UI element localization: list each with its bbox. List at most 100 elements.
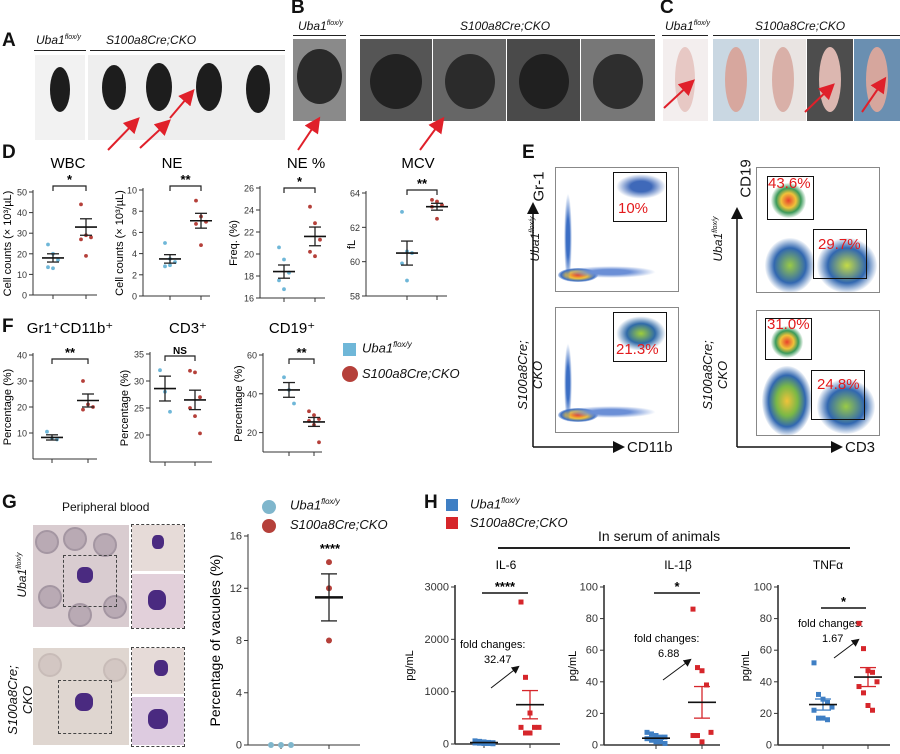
y-tick-label: 40: [17, 351, 27, 361]
y-tick-label: 40: [17, 208, 27, 218]
y-tick-label: 22: [244, 228, 254, 238]
data-point: [865, 703, 871, 708]
significance-bracket: [51, 358, 89, 364]
panel-label-e: E: [522, 142, 535, 163]
e-gr1-gate-cko: [613, 312, 667, 362]
data-point: [870, 707, 875, 713]
fold-change-label: fold changes:: [634, 633, 699, 645]
data-point: [193, 414, 197, 418]
y-tick-label: 0: [443, 739, 449, 751]
y-tick-label: 6: [132, 228, 137, 238]
data-point: [400, 209, 404, 214]
y-tick-label: 60: [760, 645, 772, 657]
b-cko-face-photo-3: [507, 39, 580, 121]
y-tick-label: 35: [134, 350, 144, 360]
data-point: [699, 739, 705, 745]
y-axis-label: Cell counts (× 10³/µL): [2, 191, 14, 297]
y-tick-label: 1000: [425, 686, 449, 698]
g-cko-inset-1: [132, 648, 184, 694]
data-point: [46, 265, 50, 270]
data-point: [198, 395, 202, 400]
b-cko-face-photo-4: [581, 39, 655, 121]
data-point: [820, 715, 826, 721]
data-point: [518, 599, 524, 605]
data-point: [490, 741, 496, 747]
y-tick-label: 2000: [425, 634, 449, 646]
y-tick-label: 10: [127, 186, 137, 196]
data-point: [690, 606, 696, 612]
a-control-mouse-photo: [35, 55, 85, 140]
data-point: [318, 237, 322, 242]
y-tick-label: 40: [247, 389, 257, 399]
data-point: [856, 684, 862, 690]
e-cd19-gate-cko-percent: 31.0%: [767, 316, 810, 333]
y-axis-label: pg/mL: [404, 650, 416, 681]
c-control-label: Uba1flox/y: [665, 19, 711, 33]
b-cko-face-photo-1: [360, 39, 432, 121]
y-tick-label: 100: [580, 582, 598, 594]
data-point: [193, 370, 197, 375]
y-tick-label: 16: [244, 294, 254, 304]
data-point: [79, 237, 83, 242]
y-tick-label: 60: [350, 257, 360, 267]
b-control-underline: [293, 35, 346, 36]
data-point: [198, 431, 202, 436]
f-legend-control-label: Uba1flox/y: [362, 340, 412, 356]
g-cko-inset-2: [132, 697, 184, 745]
data-point: [400, 261, 404, 266]
g-control-zoom-box: [63, 555, 117, 607]
data-point: [313, 254, 317, 259]
y-axis-label: Percentage (%): [233, 365, 245, 441]
red-arrow-icon: [169, 88, 195, 119]
h-legend-control-swatch: [446, 499, 458, 511]
g-legend-cko-swatch: [262, 519, 276, 533]
red-arrow-icon: [861, 76, 887, 113]
g-micrograph-title: Peripheral blood: [62, 500, 150, 514]
y-tick-label: 0: [22, 291, 27, 301]
data-point: [317, 440, 321, 445]
significance-label: ****: [495, 579, 516, 594]
data-point: [644, 729, 650, 735]
y-tick-label: 30: [134, 377, 144, 387]
chart-il6: 0 1000 2000 3000 IL-6 pg/mL **** fold changes: 3…: [404, 558, 560, 751]
data-point: [168, 409, 172, 414]
b-control-label: Uba1flox/y: [298, 19, 344, 33]
red-arrow-icon: [663, 79, 695, 109]
red-arrow-icon: [419, 116, 445, 151]
y-tick-label: 0: [132, 292, 137, 302]
g-control-inset-border: [131, 524, 185, 629]
y-axis-label: Freq. (%): [228, 220, 240, 266]
b-cko-label: S100a8Cre;CKO: [460, 19, 551, 33]
data-point: [405, 278, 409, 283]
f-legend-control-swatch: [343, 343, 356, 356]
data-point: [523, 674, 528, 680]
panel-label-h: H: [424, 492, 438, 513]
g-control-inset-2: [132, 574, 184, 628]
y-axis-label: Percentage (%): [119, 370, 131, 446]
y-axis-label: Percentage of vacuoles (%): [207, 555, 223, 727]
data-point: [829, 704, 835, 710]
y-axis-label: fL: [346, 240, 358, 249]
data-point: [158, 368, 162, 373]
e-cd11b-axis-label: CD11b: [627, 439, 673, 456]
f-legend-cko-label: S100a8Cre;CKO: [362, 366, 460, 381]
data-point: [282, 287, 286, 292]
c-cko-paw-photo-2: [760, 39, 806, 121]
data-point: [435, 199, 439, 204]
y-axis-label: pg/mL: [567, 651, 579, 682]
significance-label: **: [65, 345, 76, 360]
fold-change-value: 6.88: [658, 648, 679, 660]
data-point: [856, 620, 862, 626]
red-arrow-icon: [297, 116, 321, 151]
data-point: [649, 731, 654, 737]
e-cd3-gate-control-percent: 29.7%: [818, 236, 861, 253]
data-point: [292, 401, 296, 406]
y-tick-label: 80: [586, 613, 598, 625]
a-control-label: Uba1flox/y: [36, 33, 82, 47]
y-tick-label: 80: [760, 613, 772, 625]
chart-vacuole: 0 4 8 12 16 Percentage of vacuoles (%) ****: [207, 531, 360, 752]
data-point: [56, 258, 60, 262]
significance-label: ****: [320, 541, 341, 556]
chart-nepct: 16 18 20 22 24 26 NE % Freq. (%) *: [228, 155, 326, 304]
data-point: [163, 264, 167, 269]
